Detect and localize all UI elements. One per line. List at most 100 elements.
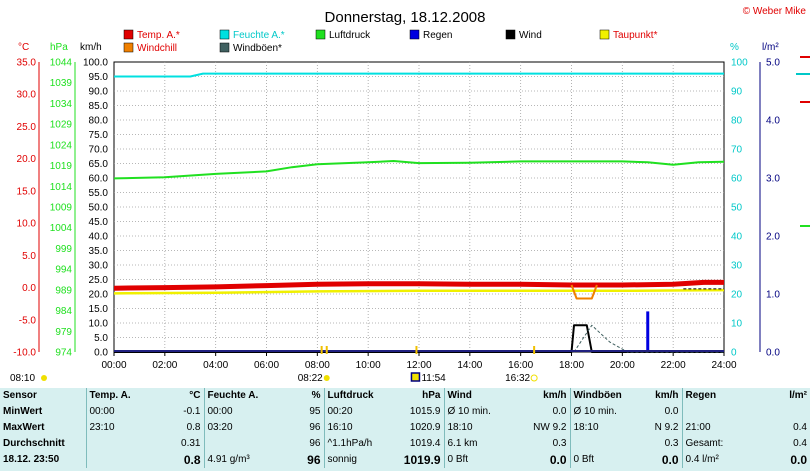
stats-cell: 21:00 [681,420,752,436]
series-line-6 [573,324,724,353]
legend-label: Regen [423,30,452,41]
y-tick-label: 1019 [50,161,73,172]
stats-cell [85,436,144,452]
time-markers: 08:10 08:22 11:54 16:32 [10,346,538,384]
weather-chart: Donnerstag, 18.12.2008 © Weber Mike Temp… [10,6,810,384]
stats-cell: 0.3 [664,438,679,449]
stats-row-label: 18.12. 23:50 [3,454,60,465]
axis-unit-wind: km/h [80,42,102,53]
stats-row: 18.12. 23:50 0.8 4.91 g/m³ 96 sonnig 1019.9 0 … [0,452,810,468]
stats-cell: 0.3 [552,438,567,449]
y-tick-label: 15.0 [17,186,37,197]
stats-cell: 03:20 [203,420,272,436]
stats-cell [85,452,144,468]
marker-tick [320,346,323,354]
y-tick-label: 0.0 [22,283,36,294]
y-tick-label: 60 [731,174,743,185]
y-tick-label: 45.0 [89,217,109,228]
legend-label: Taupunkt* [613,30,658,41]
y-tick-label: 50.0 [89,203,109,214]
x-tick-label: 18:00 [559,360,584,371]
stats-cell: Regen [681,388,752,404]
y-tick-label: 10.0 [89,319,109,330]
legend-swatch [599,29,610,40]
chart-title: Donnerstag, 18.12.2008 [325,9,486,26]
y-tick-label: 3.0 [766,174,780,185]
stats-cell: 18:10 [443,420,514,436]
y-tick-label: 2.0 [766,232,780,243]
y-tick-label: 5.0 [94,333,108,344]
stats-row-label: MaxWert [3,422,45,433]
y-tick-label: 50 [731,203,743,214]
axis-unit-rain: l/m² [762,42,779,53]
y-tick-label: 75.0 [89,130,109,141]
y-tick-label: 5.0 [766,58,780,69]
y-tick-label: 999 [55,244,72,255]
stats-cell: km/h [655,390,679,401]
stats-cell: 1020.9 [409,422,441,433]
series-line-3 [113,288,725,295]
stats-cell: 6.1 km [443,436,514,452]
x-tick-label: 14:00 [457,360,482,371]
x-tick-label: 20:00 [610,360,635,371]
stats-cell: 0.0 [664,406,679,417]
y-tick-label: 80.0 [89,116,109,127]
stats-cell [752,404,810,420]
x-tick-label: 10:00 [356,360,381,371]
y-tick-label: 100 [731,58,748,69]
legend-label: Windböen* [233,43,282,54]
legend: Temp. A.* Feuchte A.* Luftdruck Regen Wind Ta… [123,29,658,54]
axis-unit-pressure: hPa [50,42,68,53]
stats-cell: 0.4 [793,422,807,433]
y-tick-label: 40.0 [89,232,109,243]
stats-cell: 95 [309,406,321,417]
rain-bar [646,311,650,352]
stats-cell: hPa [422,390,441,401]
y-tick-label: 10 [731,319,743,330]
stats-cell [569,436,642,452]
y-tick-label: 1009 [50,203,73,214]
legend-swatch [123,29,134,40]
x-tick-label: 12:00 [406,360,431,371]
axis-unit-humidity: % [730,42,739,53]
y-tick-label: 1.0 [766,290,780,301]
stats-cell: 1019.4 [409,438,441,449]
stats-row-label: Durchschnitt [3,438,65,449]
x-tick-label: 24:00 [711,360,736,371]
y-tick-label: 1004 [50,223,73,234]
y-tick-label: 25.0 [17,122,37,133]
stats-cell: Ø 10 min. [443,404,514,420]
stats-row: MaxWert 23:10 0.8 03:20 96 16:10 1020.9 18:10 NW… [0,420,810,436]
stats-cell: 96 [309,422,321,433]
stats-header-row: Sensor Temp. A. °C Feuchte A.% Luftdruck hPa W… [0,388,810,404]
noon-icon [410,372,421,382]
series-line-2 [113,279,724,291]
y-tick-label: 20 [731,290,743,301]
stats-cell: Feuchte A. [203,388,272,404]
y-tick-label: 95.0 [89,72,109,83]
stats-cell: 4.91 g/m³ [203,452,272,468]
x-tick-label: 16:00 [508,360,533,371]
legend-label: Luftdruck [329,30,371,41]
stats-cell: l/m² [789,390,807,401]
y-tick-label: 65.0 [89,159,109,170]
stats-cell: 00:20 [323,404,386,420]
sun-icon [323,375,330,381]
y-tick-label: 35.0 [89,246,109,257]
y-tick-label: 40 [731,232,743,243]
stats-cell: Ø 10 min. [569,404,642,420]
stats-row-label: MinWert [3,406,43,417]
y-tick-label: 15.0 [89,304,109,315]
stats-row: MinWert 00:00 -0.1 00:00 95 00:20 1015.9 Ø 10 m… [0,404,810,420]
stats-cell: 0.0 [549,453,567,467]
stats-cell: ^1.1hPa/h [323,436,386,452]
y-tick-label: 1044 [50,58,73,69]
y-tick-label: 989 [55,285,72,296]
stats-cell: N 9.2 [654,422,679,433]
legend-label: Wind [519,30,542,41]
y-tick-label: 100.0 [83,58,108,69]
y-tick-label: 60.0 [89,174,109,185]
legend-swatch [409,29,420,40]
y-tick-label: 20.0 [17,154,37,165]
stats-cell: Temp. A. [85,388,144,404]
